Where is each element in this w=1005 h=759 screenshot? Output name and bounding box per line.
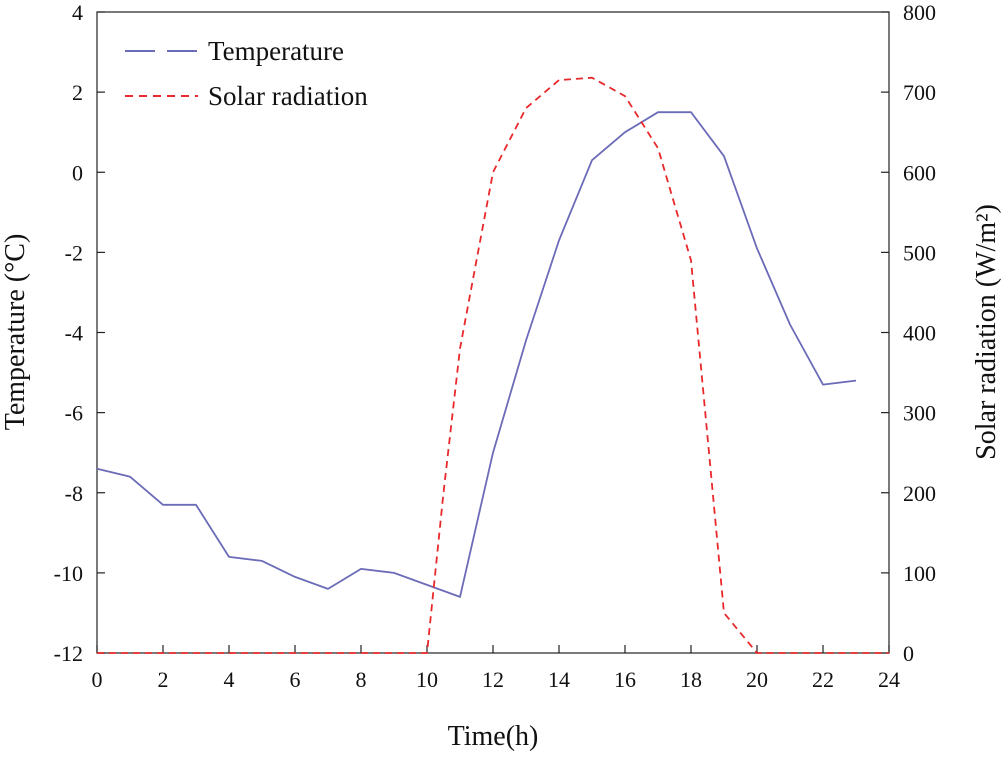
x-tick-label: 8 xyxy=(356,667,367,692)
y-left-tick-label: -8 xyxy=(65,481,83,506)
ticks: 0 2 4 6 8 10 12 14 16 18 20 22 24420-2-4-6-8-10-1280… xyxy=(54,0,936,692)
solar-radiation-series-line xyxy=(97,76,889,654)
y-right-tick-label: 800 xyxy=(903,0,936,25)
x-tick-label: 10 xyxy=(416,667,438,692)
temperature-series-line xyxy=(96,111,857,598)
y-axis-right-title: Solar radiation (W/m²) xyxy=(971,204,1002,460)
x-tick-label: 4 xyxy=(224,667,235,692)
legend-temperature-label: Temperature xyxy=(208,36,344,66)
y-right-tick-label: 700 xyxy=(903,80,936,105)
x-tick-label: 14 xyxy=(548,667,570,692)
x-tick-label: 2 xyxy=(158,667,169,692)
x-tick-label: 22 xyxy=(812,667,834,692)
y-right-tick-label: 100 xyxy=(903,561,936,586)
y-left-tick-label: -10 xyxy=(54,561,83,586)
y-right-tick-label: 200 xyxy=(903,481,936,506)
y-left-tick-label: -4 xyxy=(65,321,83,346)
x-tick-label: 0 xyxy=(92,667,103,692)
x-tick-label: 18 xyxy=(680,667,702,692)
y-right-tick-label: 0 xyxy=(903,641,914,666)
y-right-tick-label: 400 xyxy=(903,321,936,346)
y-left-tick-label: -12 xyxy=(54,641,83,666)
x-tick-label: 6 xyxy=(290,667,301,692)
x-tick-label: 20 xyxy=(746,667,768,692)
x-tick-label: 16 xyxy=(614,667,636,692)
x-axis-title: Time(h) xyxy=(448,721,539,752)
y-right-tick-label: 600 xyxy=(903,160,936,185)
y-left-tick-label: 2 xyxy=(72,80,83,105)
y-left-tick-label: -2 xyxy=(65,240,83,265)
x-tick-label: 24 xyxy=(878,667,900,692)
legend-solar-radiation-label: Solar radiation xyxy=(208,81,368,111)
y-left-tick-label: 0 xyxy=(72,160,83,185)
y-left-tick-label: 4 xyxy=(72,0,83,25)
y-right-tick-label: 300 xyxy=(903,401,936,426)
legend: Temperature Solar radiation xyxy=(125,36,368,111)
series-layer xyxy=(96,76,890,654)
y-axis-left-title: Temperature (°C) xyxy=(0,234,31,431)
y-right-tick-label: 500 xyxy=(903,240,936,265)
x-tick-label: 12 xyxy=(482,667,504,692)
y-left-tick-label: -6 xyxy=(65,401,83,426)
